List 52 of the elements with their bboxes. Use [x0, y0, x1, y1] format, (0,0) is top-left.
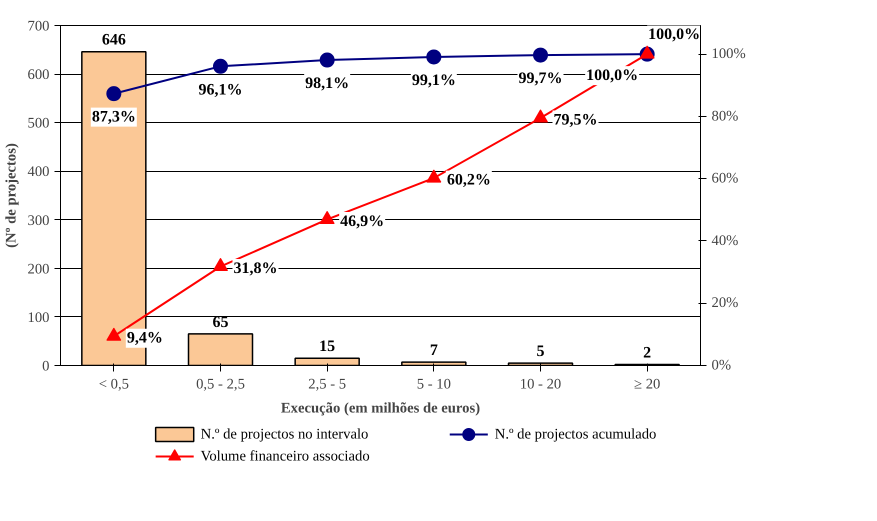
- point: [213, 258, 228, 272]
- y-tick-label: 300: [28, 212, 50, 229]
- y-tick-label: 0: [42, 358, 50, 374]
- point: [533, 109, 548, 123]
- point: [426, 169, 442, 183]
- y-axis-title: (Nº de projectos): [4, 143, 20, 248]
- data-label: 15: [319, 338, 336, 356]
- y-tick-label: 700: [28, 18, 50, 34]
- x-tick-label: ≥ 20: [634, 376, 660, 392]
- x-axis-title: Execução (em milhões de euros): [280, 400, 480, 416]
- y2-tick-label: 20%: [712, 295, 738, 312]
- point: [426, 49, 442, 64]
- data-label: 96,1%: [198, 81, 242, 98]
- x-tick-label: 10 - 20: [520, 376, 562, 392]
- data-label: 60,2%: [446, 172, 491, 189]
- point: [106, 86, 122, 102]
- data-label: 99,1%: [412, 72, 456, 89]
- data-label: 98,1%: [305, 75, 350, 92]
- x-tick-label: 2,5 - 5: [308, 376, 346, 392]
- data-label: 87,3%: [92, 108, 136, 126]
- x-tick-label: 5 - 10: [416, 376, 451, 392]
- y2-tick-label: 60%: [712, 170, 738, 187]
- data-label: 5: [536, 343, 544, 360]
- point: [213, 58, 228, 74]
- y-tick-label: 600: [28, 67, 50, 84]
- data-label: 79,5%: [554, 111, 598, 128]
- data-label: 2: [643, 344, 652, 362]
- y-tick-label: 400: [28, 164, 50, 180]
- data-label: 646: [102, 32, 126, 49]
- point: [106, 328, 122, 341]
- data-label: 9,4%: [126, 330, 163, 347]
- x-tick-label: < 0,5: [98, 376, 129, 392]
- point: [320, 210, 335, 224]
- legend-label: Volume financeiro associado: [200, 448, 370, 464]
- data-label: 99,7%: [518, 70, 562, 88]
- y-tick-label: 200: [28, 261, 50, 278]
- legend-label: N.º de projectos acumulado: [494, 426, 656, 442]
- legend-label: N.º de projectos no intervalo: [200, 426, 368, 442]
- point: [533, 48, 548, 63]
- data-label: 100,0%: [648, 26, 700, 44]
- y-tick-label: 100: [28, 310, 50, 326]
- y-tick-label: 500: [28, 116, 50, 132]
- data-label: 7: [430, 342, 438, 360]
- y2-tick-label: 40%: [712, 232, 738, 249]
- y2-tick-label: 80%: [712, 108, 738, 124]
- data-label: 46,9%: [340, 212, 384, 230]
- point: [320, 52, 335, 68]
- data-label: 31,8%: [234, 260, 278, 277]
- x-tick-label: 0,5 - 2,5: [196, 376, 245, 392]
- y2-tick-label: 100%: [712, 46, 746, 62]
- data-label: 100,0%: [586, 67, 638, 84]
- y2-tick-label: 0%: [712, 358, 732, 374]
